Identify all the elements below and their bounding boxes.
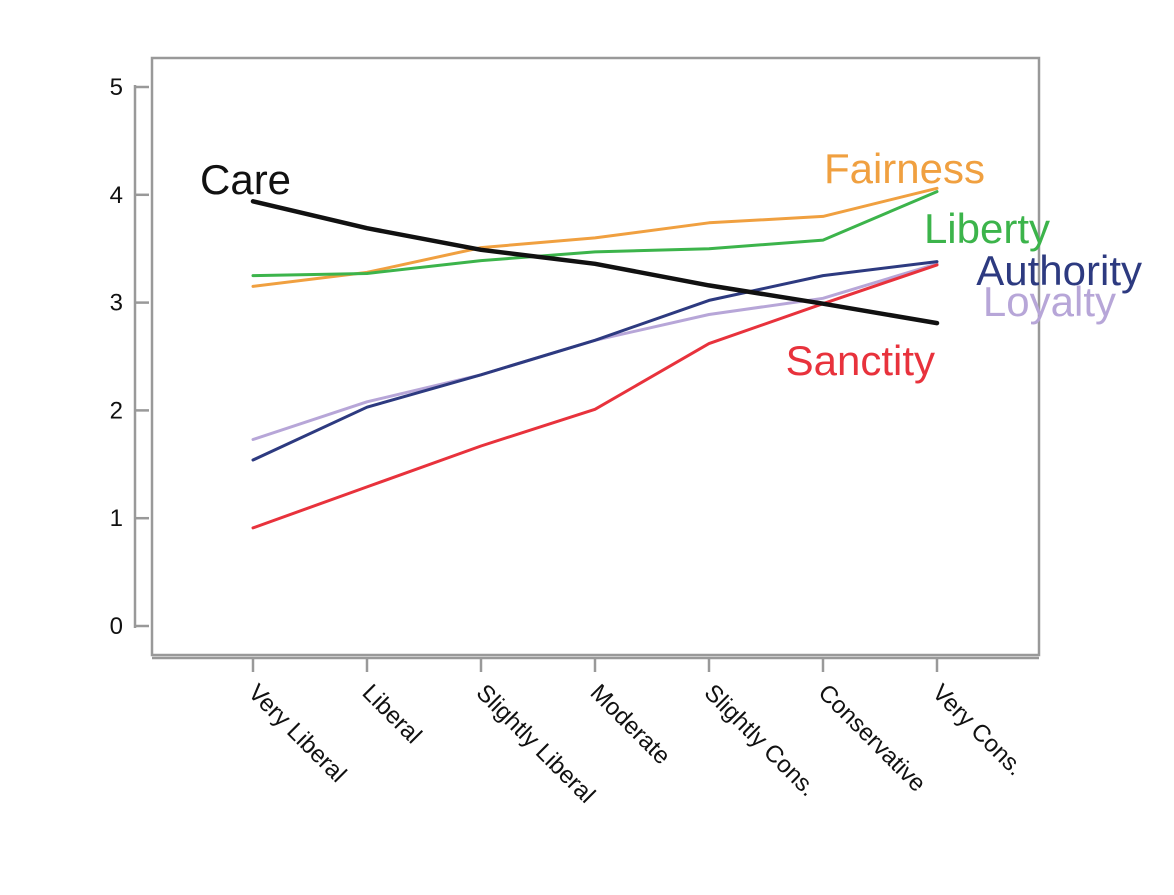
x-axis: Very Liberal Liberal Slightly LiberalModer… [152, 656, 1039, 809]
series-label-sanctity: Sanctity [786, 337, 935, 384]
plot-frame [150, 56, 1041, 657]
y-tick-label: 4 [110, 182, 123, 209]
series-lines [250, 186, 940, 530]
x-tick-label: Conservative [813, 679, 931, 797]
x-tick-label: Liberal [357, 679, 427, 749]
y-axis: 0 1 2 3 4 5 [110, 74, 149, 640]
x-tick-label: Very Liberal [243, 679, 352, 788]
y-tick-label: 1 [110, 505, 123, 532]
x-tick-label: Moderate [585, 679, 676, 770]
series-line-care [250, 199, 940, 326]
series-line-liberty [251, 190, 939, 278]
series-line-authority [251, 260, 939, 462]
y-tick-label: 3 [110, 290, 123, 317]
series-label-liberty: Liberty [924, 205, 1050, 252]
series-label-care: Care [200, 156, 291, 203]
y-tick-label: 0 [110, 613, 123, 640]
series-label-fairness: Fairness [824, 145, 985, 192]
x-tick-label: Slightly Liberal [471, 679, 600, 808]
x-tick-label: Slightly Cons. [699, 679, 822, 802]
series-label-authority: Authority [976, 247, 1142, 294]
x-tick-label: Very Cons. [927, 679, 1029, 781]
y-tick-label: 2 [110, 397, 123, 424]
series-label-loyalty: Loyalty [983, 278, 1116, 325]
y-tick-label: 5 [110, 74, 123, 101]
